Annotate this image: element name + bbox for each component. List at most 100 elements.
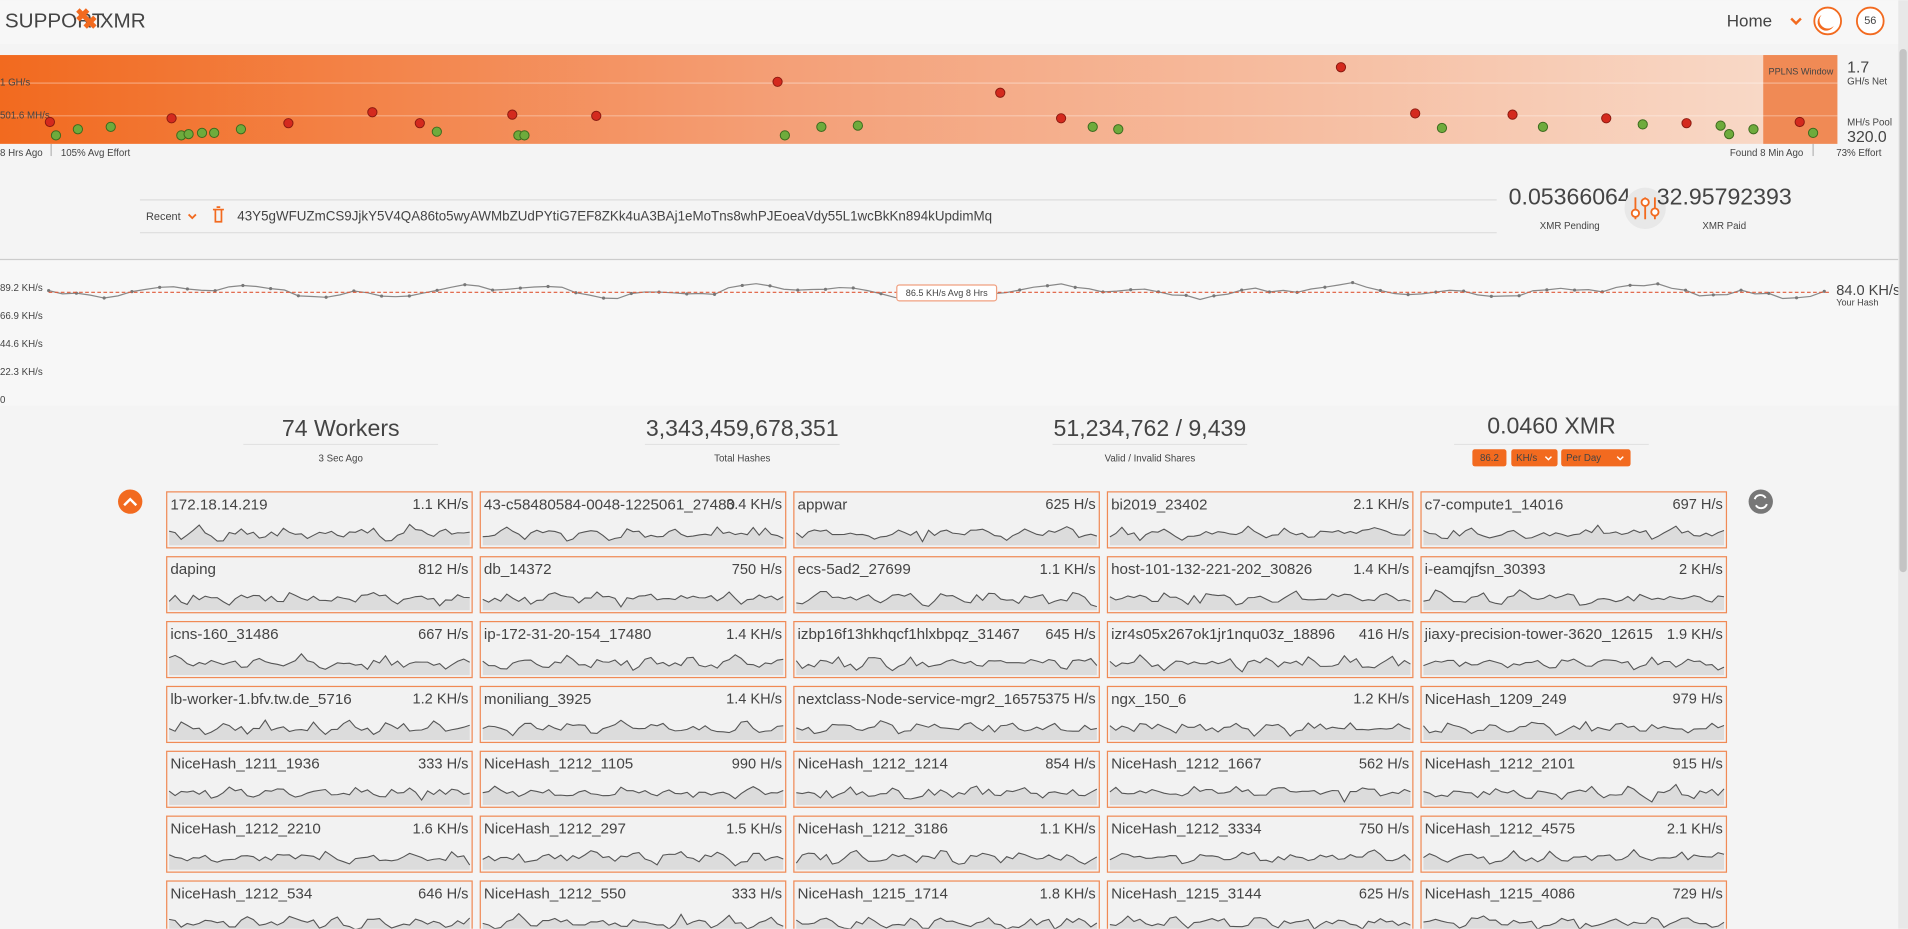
scrollbar-thumb[interactable] — [1899, 48, 1907, 573]
share-dot[interactable] — [50, 130, 62, 141]
worker-card[interactable]: nextclass-Node-service-mgr2_16575 375 H/s — [793, 685, 1100, 744]
worker-card[interactable]: c7-compute1_14016 697 H/s — [1420, 491, 1728, 549]
block-dot[interactable] — [1681, 118, 1692, 129]
worker-card[interactable]: NiceHash_1212_1214 854 H/s — [793, 750, 1100, 808]
worker-card[interactable]: daping 812 H/s — [166, 556, 473, 614]
share-dot[interactable] — [1748, 124, 1759, 135]
block-dot[interactable] — [1794, 116, 1805, 128]
block-dot[interactable] — [507, 109, 518, 120]
block-dot[interactable] — [1601, 113, 1612, 124]
worker-card[interactable]: db_14372 750 H/s — [479, 556, 787, 614]
block-dot[interactable] — [1335, 62, 1347, 73]
block-dot[interactable] — [283, 118, 294, 129]
share-dot[interactable] — [431, 126, 442, 137]
nav-home[interactable]: Home — [1727, 12, 1772, 31]
worker-card[interactable]: i-eamqjfsn_30393 2 KH/s — [1420, 556, 1728, 614]
worker-card[interactable]: NiceHash_1212_3334 750 H/s — [1106, 815, 1414, 873]
worker-card[interactable]: bi2019_23402 2.1 KH/s — [1106, 491, 1414, 549]
share-dot[interactable] — [105, 121, 116, 132]
unit-select[interactable] — [1511, 449, 1558, 467]
worker-card[interactable]: NiceHash_1212_2101 915 H/s — [1420, 750, 1728, 808]
worker-card[interactable]: 172.18.14.219 1.1 KH/s — [166, 491, 473, 549]
share-dot[interactable] — [235, 124, 247, 135]
hash-point — [601, 296, 606, 300]
worker-card[interactable]: NiceHash_1215_3144 625 H/s — [1106, 880, 1414, 929]
block-dot[interactable] — [1507, 109, 1518, 120]
worker-card[interactable]: NiceHash_1212_534 646 H/s — [166, 880, 473, 929]
share-dot[interactable] — [183, 129, 194, 140]
share-dot[interactable] — [779, 130, 790, 141]
share-dot[interactable] — [852, 120, 863, 131]
share-dot[interactable] — [1436, 122, 1448, 134]
block-dot[interactable] — [591, 110, 602, 121]
worker-card[interactable]: ip-172-31-20-154_17480 1.4 KH/s — [479, 620, 787, 679]
share-dot[interactable] — [72, 124, 83, 135]
worker-sparkline — [482, 654, 784, 672]
worker-sparkline — [1423, 656, 1725, 671]
worker-card[interactable]: NiceHash_1212_3186 1.1 KH/s — [793, 815, 1100, 873]
hash-point — [1573, 288, 1577, 292]
worker-card[interactable]: izr4s05x267ok1jr1nqu03z_18896 416 H/s — [1106, 620, 1414, 679]
worker-name: db_14372 — [484, 561, 552, 578]
worker-card[interactable]: jiaxy-precision-tower-3620_12615 1.9 KH/s — [1420, 620, 1728, 679]
worker-hashrate: 697 H/s — [1673, 497, 1723, 513]
block-dot[interactable] — [1055, 113, 1067, 124]
share-dot[interactable] — [196, 127, 208, 139]
dropdown-chevron[interactable] — [187, 213, 197, 220]
worker-card[interactable]: appwar 625 H/s — [793, 491, 1100, 549]
select-chevron — [1616, 456, 1624, 461]
worker-card[interactable]: ecs-5ad2_27699 1.1 KH/s — [793, 556, 1100, 614]
share-dot[interactable] — [1087, 121, 1098, 132]
worker-card[interactable]: NiceHash_1211_1936 333 H/s — [166, 750, 473, 808]
worker-sparkline-area — [482, 720, 784, 740]
share-dot[interactable] — [209, 127, 220, 139]
worker-card[interactable]: icns-160_31486 667 H/s — [166, 620, 473, 679]
worker-sparkline-area — [1423, 525, 1725, 546]
worker-sparkline — [1109, 722, 1411, 737]
block-dot[interactable] — [414, 118, 425, 129]
sort-button[interactable] — [1748, 489, 1773, 514]
worker-card[interactable]: izbp16f13hkhqcf1hlxbpqz_31467 645 H/s — [793, 620, 1100, 679]
badge[interactable] — [1855, 6, 1885, 36]
worker-sparkline-area — [1423, 849, 1725, 870]
block-dot[interactable] — [772, 76, 783, 87]
worker-card[interactable]: NiceHash_1212_2210 1.6 KH/s — [166, 815, 473, 873]
hash-point — [269, 287, 273, 291]
share-dot[interactable] — [1113, 124, 1124, 135]
worker-card[interactable]: NiceHash_1212_1667 562 H/s — [1106, 750, 1414, 808]
worker-card[interactable]: ngx_150_6 1.2 KH/s — [1106, 685, 1414, 744]
share-dot[interactable] — [1724, 129, 1735, 140]
worker-card[interactable]: NiceHash_1209_249 979 H/s — [1420, 685, 1728, 744]
collapse-button[interactable] — [118, 489, 143, 514]
worker-card[interactable]: NiceHash_1215_4086 729 H/s — [1420, 880, 1728, 929]
worker-card[interactable]: NiceHash_1215_1714 1.8 KH/s — [793, 880, 1100, 929]
share-dot[interactable] — [816, 121, 827, 132]
settings-icon-knob — [1650, 207, 1660, 217]
block-dot[interactable] — [44, 116, 56, 128]
nav-chevron[interactable] — [1790, 17, 1802, 26]
share-dot[interactable] — [1537, 121, 1549, 132]
worker-card[interactable]: NiceHash_1212_4575 2.1 KH/s — [1420, 815, 1728, 873]
trash-icon[interactable] — [212, 206, 224, 223]
recent-dropdown[interactable]: Recent — [146, 211, 181, 223]
block-dot[interactable] — [367, 107, 378, 118]
share-dot[interactable] — [1807, 127, 1819, 139]
rate-input[interactable] — [1472, 449, 1507, 467]
share-dot[interactable] — [519, 130, 530, 141]
share-dot[interactable] — [1715, 120, 1726, 131]
worker-hashrate: 625 H/s — [1045, 497, 1095, 513]
block-dot[interactable] — [995, 87, 1006, 98]
worker-card[interactable]: lb-worker-1.bfv.tw.de_5716 1.2 KH/s — [166, 685, 473, 744]
wallet-address[interactable]: 43Y5gWFUZmCS9JjkY5V4QA86to5wyAWMbZUdPYti… — [237, 208, 992, 223]
worker-card[interactable]: host-101-132-221-202_30826 1.4 KH/s — [1106, 556, 1414, 614]
block-dot[interactable] — [1410, 108, 1421, 119]
worker-card[interactable]: moniliang_3925 1.4 KH/s — [479, 685, 787, 744]
worker-card[interactable]: NiceHash_1212_1105 990 H/s — [479, 750, 787, 808]
period-select[interactable] — [1561, 449, 1631, 467]
block-dot[interactable] — [166, 113, 177, 124]
pending-label: XMR Pending — [1540, 221, 1600, 232]
worker-card[interactable]: NiceHash_1212_550 333 H/s — [479, 880, 787, 929]
worker-card[interactable]: NiceHash_1212_297 1.5 KH/s — [479, 815, 787, 873]
share-dot[interactable] — [1637, 119, 1648, 130]
